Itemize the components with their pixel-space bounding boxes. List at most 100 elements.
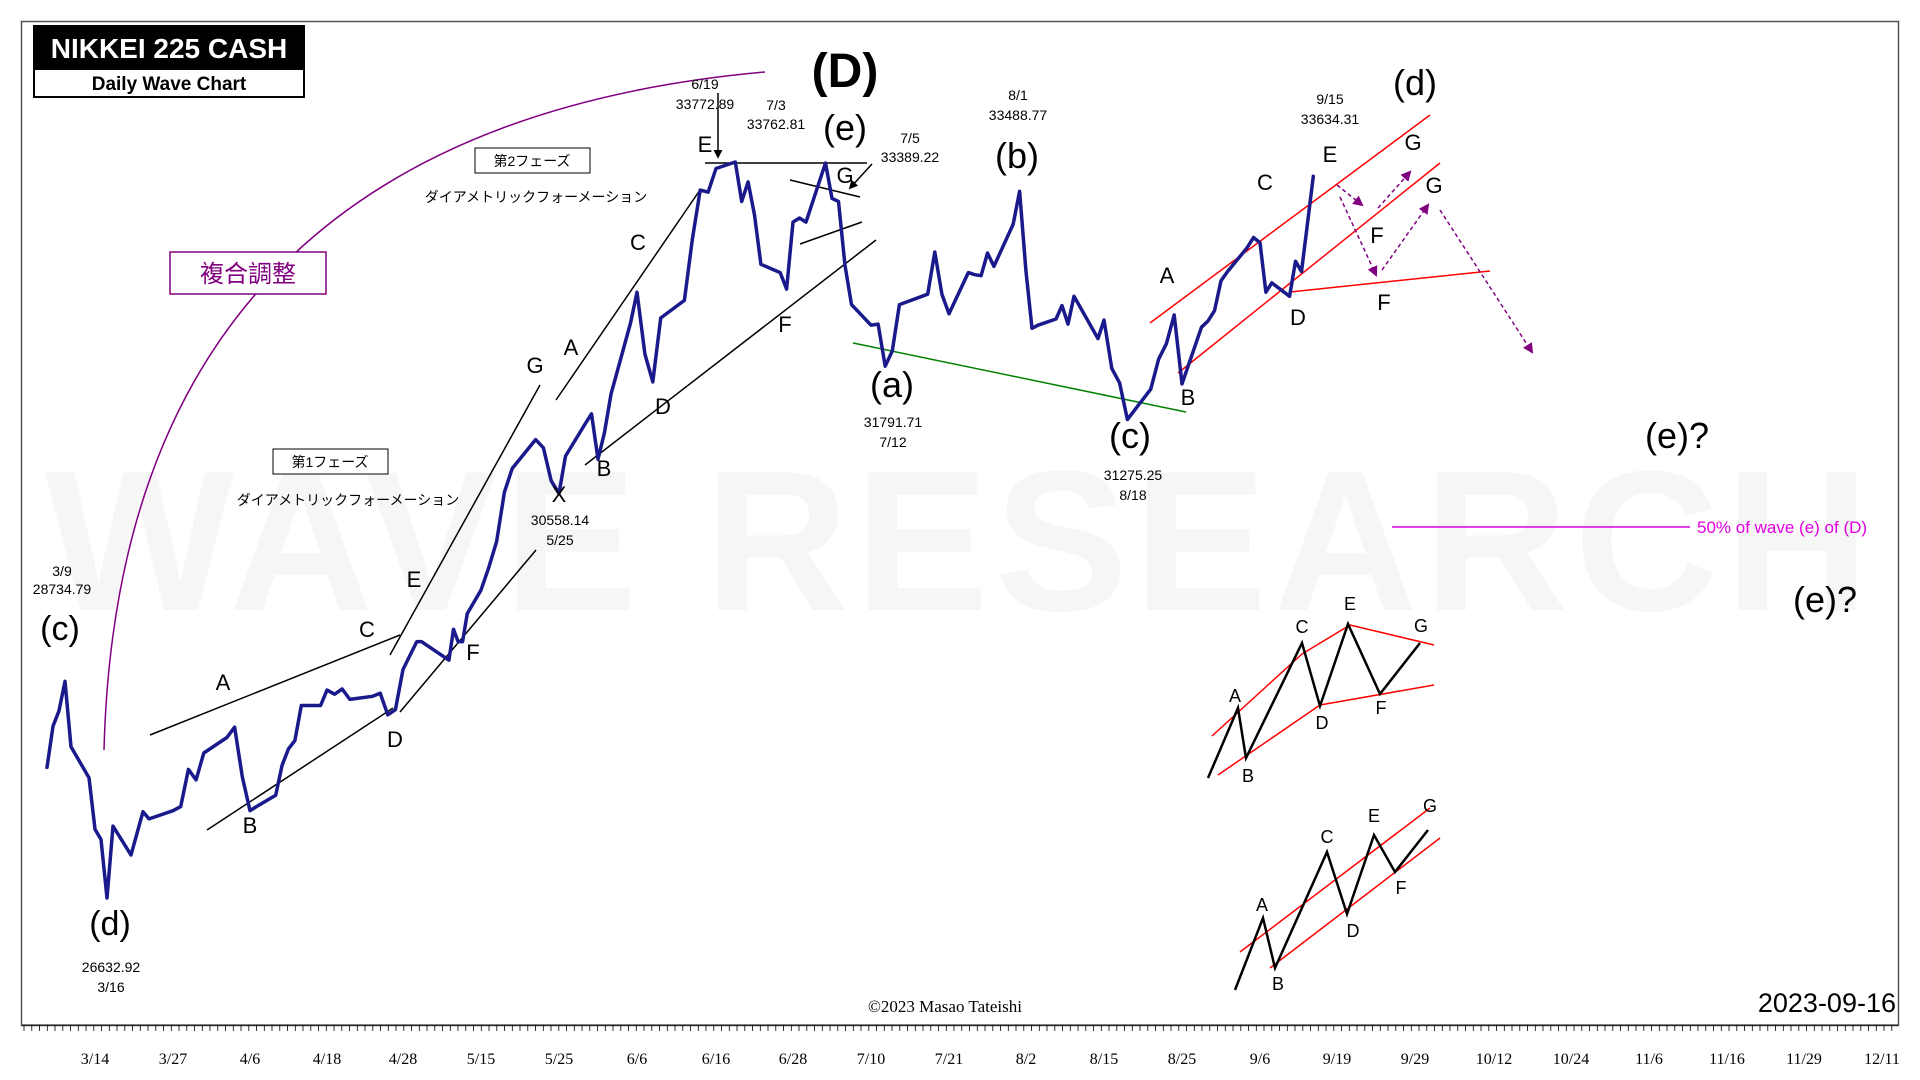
- pattern-label: D: [1347, 921, 1360, 941]
- phase-1-desc: ダイアメトリックフォーメーション: [237, 492, 459, 508]
- wave-label: C: [1257, 170, 1273, 195]
- wave-label: (c): [1109, 415, 1151, 456]
- wave-label: G: [836, 163, 853, 188]
- chart-title: NIKKEI 225 CASH: [51, 33, 288, 64]
- x-tick-label: 4/6: [240, 1051, 260, 1068]
- wave-label: B: [597, 456, 612, 481]
- price-note-price: 33389.22: [881, 149, 940, 165]
- pattern-label: B: [1242, 766, 1254, 786]
- title-box: NIKKEI 225 CASH Daily Wave Chart: [33, 25, 305, 98]
- projection-arrows: [1336, 170, 1534, 354]
- pattern-label: E: [1368, 806, 1380, 826]
- x-tick-label: 3/27: [159, 1051, 187, 1068]
- pattern-label: A: [1229, 686, 1241, 706]
- wave-label: D: [1290, 305, 1306, 330]
- price-note-price: 33772.89: [676, 96, 735, 112]
- x-tick-label: 6/28: [779, 1051, 807, 1068]
- price-note-date: 7/3: [766, 97, 786, 113]
- price-note-date: 8/1: [1008, 87, 1028, 103]
- wave-labels: (c) (d) A B C D E F G X A B C D E F G (D…: [40, 45, 1857, 943]
- wave-label: (d): [1393, 62, 1437, 103]
- price-line: [45, 160, 1316, 900]
- price-note-date: 5/25: [546, 532, 573, 548]
- wave-label: (e): [823, 107, 867, 148]
- pattern-labels: A B C D E F G A B C D E F G: [1229, 594, 1437, 994]
- chart-border: [20, 20, 1900, 1027]
- compound-label: 複合調整: [200, 261, 296, 288]
- wave-label: E: [698, 132, 713, 157]
- price-note-date: 8/18: [1119, 487, 1146, 503]
- phase-2-desc: ダイアメトリックフォーメーション: [425, 189, 647, 205]
- price-note-date: 3/16: [97, 979, 124, 995]
- chart-subtitle: Daily Wave Chart: [92, 74, 247, 95]
- pattern-label: C: [1296, 617, 1309, 637]
- x-tick-label: 10/24: [1553, 1051, 1589, 1068]
- price-note-date: 3/9: [52, 563, 72, 579]
- wave-label: (e)?: [1645, 415, 1709, 456]
- price-note-price: 33488.77: [989, 107, 1048, 123]
- phase-1-label: 第1フェーズ ダイアメトリックフォーメーション: [237, 448, 459, 508]
- x-tick-label: 7/21: [935, 1051, 963, 1068]
- wave-label: (D): [812, 45, 879, 98]
- x-tick-label: 8/15: [1090, 1051, 1118, 1068]
- wave-label: D: [655, 394, 671, 419]
- x-tick-label: 3/14: [81, 1051, 109, 1068]
- wave-label: B: [1181, 385, 1196, 410]
- wave-label: (e)?: [1793, 579, 1857, 620]
- wave-label: F: [1377, 290, 1390, 315]
- price-note-date: 9/15: [1316, 91, 1343, 107]
- wave-label: X: [552, 482, 567, 507]
- pattern-label: D: [1316, 713, 1329, 733]
- wave-label: (d): [89, 905, 131, 943]
- wave-label: C: [359, 617, 375, 642]
- price-note-price: 33762.81: [747, 116, 806, 132]
- wave-label: F: [1370, 223, 1383, 248]
- wave-label: F: [778, 312, 791, 337]
- x-tick-label: 7/10: [857, 1051, 885, 1068]
- pattern-label: G: [1414, 616, 1428, 636]
- price-note-price: 33634.31: [1301, 111, 1360, 127]
- x-tick-label: 11/29: [1786, 1051, 1822, 1068]
- phase-2-tag: 第2フェーズ: [493, 153, 570, 169]
- price-note-price: 28734.79: [33, 581, 92, 597]
- x-tick-label: 9/29: [1401, 1051, 1429, 1068]
- pattern-diagram-1: [1206, 620, 1435, 779]
- wave-label: G: [526, 353, 543, 378]
- wave-label: (c): [40, 610, 80, 648]
- x-tick-label: 9/19: [1323, 1051, 1351, 1068]
- pattern-label: A: [1256, 895, 1268, 915]
- x-axis: 3/14 3/27 4/6 4/18 4/28 5/15 5/25 6/6 6/16 6/28 7/…: [22, 1024, 1900, 1068]
- trend-lines: [149, 93, 877, 831]
- wave-label: A: [564, 335, 579, 360]
- pattern-label: G: [1423, 796, 1437, 816]
- pattern-label: F: [1376, 698, 1387, 718]
- x-tick-label: 9/6: [1250, 1051, 1270, 1068]
- x-tick-label: 4/28: [389, 1051, 417, 1068]
- support-line: [852, 342, 1187, 413]
- price-note-date: 7/12: [879, 434, 906, 450]
- x-tick-label: 5/25: [545, 1051, 573, 1068]
- x-tick-label: 4/18: [313, 1051, 341, 1068]
- wave-label: A: [216, 670, 231, 695]
- phase-1-tag: 第1フェーズ: [291, 454, 368, 470]
- x-tick-label: 11/6: [1635, 1051, 1663, 1068]
- price-note-price: 26632.92: [82, 959, 141, 975]
- x-tick-label: 6/16: [702, 1051, 730, 1068]
- pattern-label: E: [1344, 594, 1356, 614]
- pattern-diagram-2: [1233, 807, 1441, 991]
- wave-label: (a): [870, 364, 914, 405]
- x-tick-label: 10/12: [1476, 1051, 1512, 1068]
- wave-label: E: [407, 567, 422, 592]
- x-tick-label: 8/25: [1168, 1051, 1196, 1068]
- price-note-date: 7/5: [900, 130, 920, 146]
- pattern-label: F: [1396, 878, 1407, 898]
- x-tick-label: 5/15: [467, 1051, 495, 1068]
- x-tick-label: 8/2: [1016, 1051, 1036, 1068]
- wave-label: (b): [995, 135, 1039, 176]
- price-note-price: 31275.25: [1104, 467, 1163, 483]
- x-tick-label: 11/16: [1709, 1051, 1745, 1068]
- price-note-date: 6/19: [691, 76, 718, 92]
- date-stamp: 2023-09-16: [1758, 988, 1896, 1018]
- wave-label: B: [243, 813, 258, 838]
